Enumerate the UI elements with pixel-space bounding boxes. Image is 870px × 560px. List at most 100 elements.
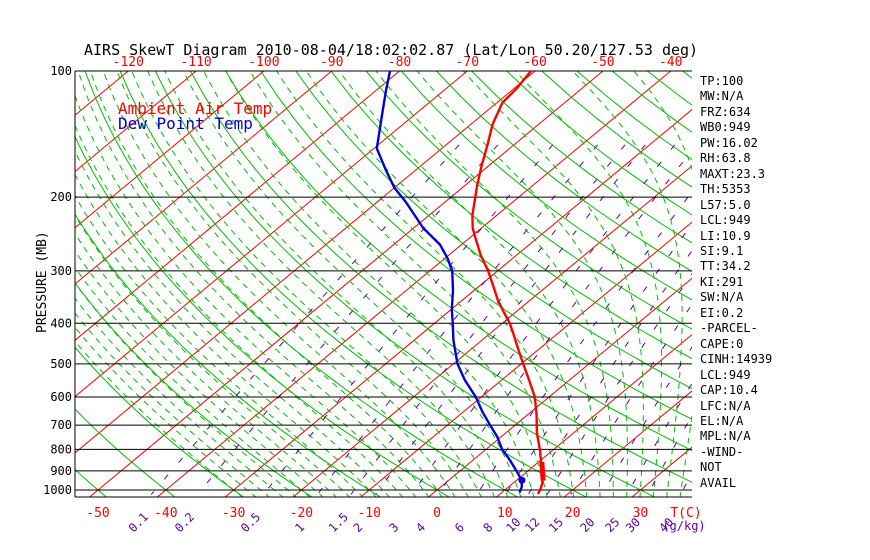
isotherm-line (428, 277, 692, 497)
top-isotherm-label: -80 (388, 55, 411, 70)
isotherm-line (75, 71, 536, 454)
stats-line: RH:63.8 (700, 151, 751, 166)
mixing-ratio-label: 4 (413, 520, 428, 535)
isotherm-line (157, 71, 672, 497)
mixing-ratio-line (411, 144, 676, 495)
mixing-ratio-label: 1 (292, 520, 307, 535)
stats-line: TP:100 (700, 74, 744, 88)
moist-adiabat-line (75, 232, 338, 497)
stats-line: L57:5.0 (700, 197, 751, 212)
svg-text:0.1: 0.1 (126, 510, 151, 535)
dry-adiabat-line (225, 71, 692, 452)
mixing-ratio-label: 8 (481, 520, 496, 535)
bottom-isotherm-label: 0 (433, 506, 441, 521)
mixing-ratio-label: 15 (546, 515, 566, 535)
svg-text:2: 2 (350, 520, 365, 535)
dry-adiabat-line (75, 135, 451, 497)
dry-adiabat-line (295, 71, 692, 390)
moist-adiabat-line (164, 71, 509, 497)
stats-line: TH:5353 (700, 182, 751, 197)
mixing-ratio-label: 0.1 (126, 510, 151, 535)
svg-text:4: 4 (413, 520, 428, 535)
moist-adiabat-line (75, 173, 377, 497)
moist-adiabat-line (116, 71, 469, 497)
pressure-tick-label: 200 (50, 190, 72, 204)
moist-adiabat-line (338, 71, 601, 497)
stats-line: EI:0.2 (700, 305, 744, 320)
dry-adiabat-line (75, 346, 245, 497)
moist-adiabat-line (305, 71, 588, 497)
trace-legend: Ambient Air Temp Dew Point Temp (118, 101, 272, 132)
pressure-tick-label: 500 (50, 357, 72, 371)
stats-line: CINH:14939 (700, 352, 773, 367)
mixing-ratio-line (263, 144, 554, 495)
sounding-traces (375, 71, 546, 495)
dry-adiabat-line (400, 71, 692, 301)
dry-adiabat-line (119, 71, 588, 497)
top-isotherm-label: -120 (113, 55, 144, 70)
dry-adiabat-line (471, 71, 692, 244)
moist-adiabat-line (225, 71, 548, 497)
svg-text:PRESSURE (MB): PRESSURE (MB) (35, 231, 50, 333)
svg-text:6: 6 (452, 520, 467, 535)
moist-adiabat-line (131, 71, 482, 497)
mixing-ratio-line (375, 144, 646, 495)
chart-title: AIRS SkewT Diagram 2010-08-04/18:02:02.8… (84, 41, 699, 59)
moist-adiabat-line (147, 71, 496, 497)
svg-text:12: 12 (522, 515, 542, 535)
isotherm-line (89, 71, 604, 497)
moist-adiabat-line (75, 326, 257, 497)
moist-adiabat-line (249, 71, 561, 497)
stats-line: LCL:949 (700, 367, 751, 382)
top-isotherm-label: -60 (523, 55, 546, 70)
moist-adiabat-line (75, 297, 284, 497)
top-isotherm-label: -100 (248, 55, 279, 70)
stats-line: LI:10.9 (700, 228, 751, 243)
isotherm-line (292, 165, 692, 497)
mixing-ratio-line (647, 414, 692, 495)
moist-adiabat-line (102, 71, 456, 497)
mixing-ratio-line (150, 144, 460, 495)
top-isotherm-label: -90 (320, 55, 343, 70)
bottom-isotherm-label: -30 (222, 506, 245, 521)
moist-adiabat-line (77, 71, 430, 497)
sounding-stats-panel: TP:100 MW:N/A FRZ:634 WB0:949 PW:16.02 RH:63.… (700, 74, 772, 491)
top-isotherm-label: -40 (659, 55, 682, 70)
svg-text:8: 8 (481, 520, 496, 535)
pressure-tick-label: 100 (50, 64, 72, 78)
pressure-tick-label: 600 (50, 390, 72, 404)
isotherm-line (563, 390, 692, 497)
dry-adiabat-line (365, 71, 692, 330)
isotherm-line (75, 71, 265, 229)
moist-adiabat-line (203, 71, 535, 497)
stats-line: -WIND- (700, 444, 744, 459)
moist-adiabat-line (75, 340, 244, 497)
isotherm-line (75, 71, 400, 341)
stats-line: MW:N/A (700, 89, 744, 104)
pressure-tick-label: 700 (50, 418, 72, 432)
stats-line: MPL:N/A (700, 429, 751, 444)
stats-line: AVAIL (700, 475, 737, 490)
isotherm-line (360, 221, 692, 497)
stats-line: TT:34.2 (700, 259, 751, 274)
pressure-tick-label: 400 (50, 316, 72, 330)
moist-adiabat-line (75, 94, 417, 497)
isotherm-line (496, 333, 692, 497)
mixing-ratio-line (437, 149, 692, 495)
mixing-ratio-label: 20 (577, 515, 597, 535)
mixing-ratio-label: 2 (350, 520, 365, 535)
moist-adiabat-line (416, 71, 628, 497)
mixing-ratio-line (476, 190, 692, 495)
temp-axis-unit-label: T(C) (670, 506, 701, 521)
pressure-tick-label: 900 (50, 464, 72, 478)
svg-text:1: 1 (292, 520, 307, 535)
background-grid (75, 71, 692, 497)
isotherm-line (75, 71, 197, 173)
moist-adiabat-line (89, 71, 443, 497)
stats-line: LCL:949 (700, 213, 751, 228)
stats-line: PW:16.02 (700, 135, 758, 150)
moist-adiabat-line (75, 250, 324, 497)
mixing-axis-unit-label: (g/kg) (662, 519, 705, 533)
dry-adiabat-line (506, 71, 692, 216)
